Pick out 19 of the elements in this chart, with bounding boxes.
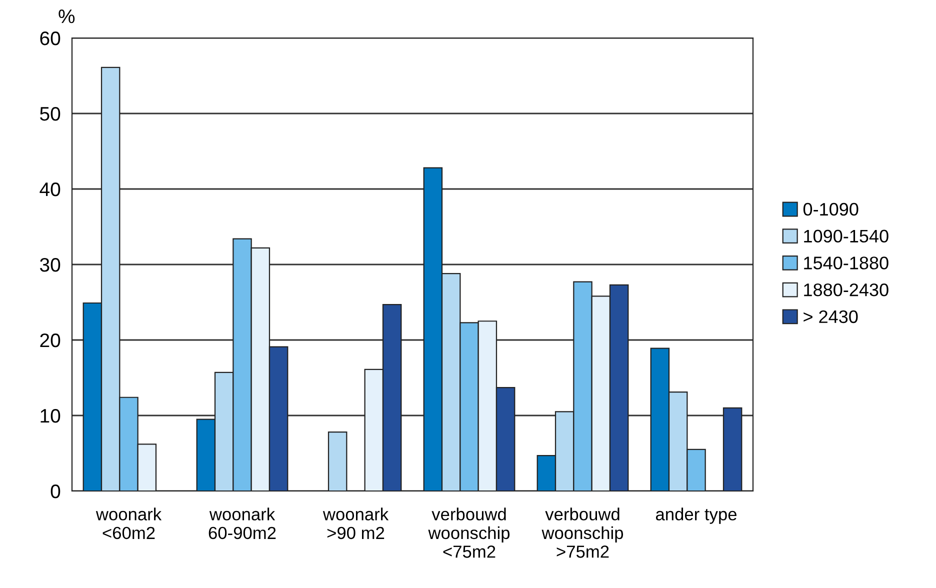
x-tick-label: ander type xyxy=(656,508,737,524)
y-tick-label: 30 xyxy=(40,258,60,272)
legend-label: 1880-2430 xyxy=(804,283,888,296)
y-tick-label: 10 xyxy=(40,408,60,423)
y-tick-label: 60 xyxy=(40,31,60,46)
y-tick-label: 0 xyxy=(50,484,60,498)
x-tick-label: verbouwd woonschip >75m2 xyxy=(542,508,624,558)
x-tick-label: woonark >90 m2 xyxy=(322,508,389,540)
x-tick-label: verbouwd woonschip <75m2 xyxy=(428,508,510,558)
legend-label: 1540-1880 xyxy=(804,256,888,270)
x-tick-label: woonark 60-90m2 xyxy=(208,508,276,540)
y-axis-title: % xyxy=(58,10,75,24)
legend-label: > 2430 xyxy=(804,310,858,324)
y-tick-label: 20 xyxy=(40,333,60,348)
legend-label: 1090-1540 xyxy=(804,230,888,243)
y-tick-label: 50 xyxy=(40,106,60,121)
x-tick-label: woonark <60m2 xyxy=(96,508,162,540)
y-tick-label: 40 xyxy=(40,182,60,196)
legend-label: 0-1090 xyxy=(803,202,858,216)
